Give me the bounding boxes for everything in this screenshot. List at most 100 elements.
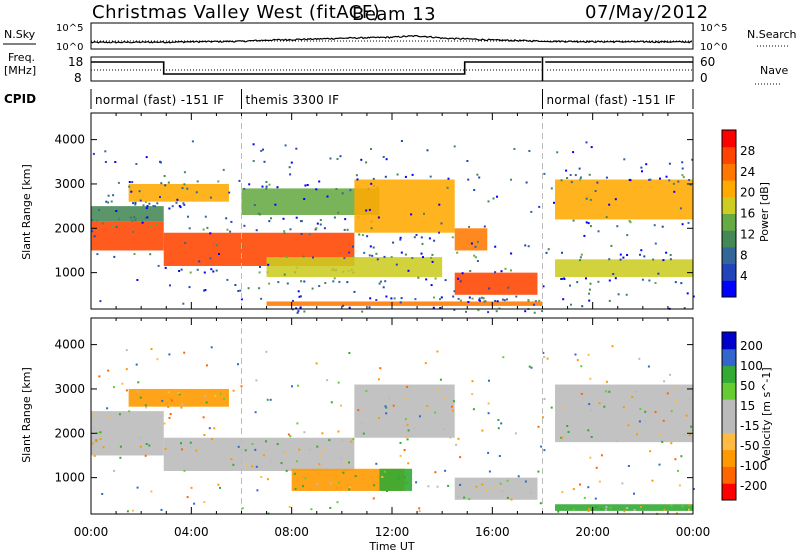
power-scatter-point xyxy=(444,279,447,282)
power-speckle xyxy=(111,225,114,228)
power-speckle xyxy=(501,298,504,301)
velocity-speckle xyxy=(633,508,636,511)
power-speckle xyxy=(429,175,432,178)
velocity-scatter-point xyxy=(208,427,211,430)
x-tick-label: 12:00 xyxy=(375,525,410,539)
velocity-scatter-point xyxy=(125,389,128,392)
power-scatter-point xyxy=(163,175,166,177)
power-colorbar-segment xyxy=(722,213,736,231)
power-scatter-point xyxy=(562,298,565,301)
velocity-scatter-point xyxy=(217,483,220,486)
power-scatter-point xyxy=(506,298,508,301)
power-speckle xyxy=(608,258,611,261)
power-scatter-point xyxy=(107,201,110,204)
power-speckle xyxy=(428,237,431,240)
velocity-speckle xyxy=(481,483,484,486)
velocity-scatter-point xyxy=(362,432,365,435)
velocity-scatter-point xyxy=(528,365,531,368)
power-scatter-point xyxy=(395,263,398,266)
power-scatter-point xyxy=(588,292,590,295)
power-ytick-label: 1000 xyxy=(54,266,85,280)
velocity-scatter-point xyxy=(572,488,575,491)
power-speckle xyxy=(662,259,665,262)
power-colorbar-tick: 16 xyxy=(740,207,755,221)
velocity-speckle xyxy=(350,440,353,443)
power-speckle xyxy=(303,310,306,313)
power-colorbar-tick: 20 xyxy=(740,186,755,200)
velocity-speckle xyxy=(468,498,471,501)
power-scatter-point xyxy=(653,224,656,227)
power-scatter-point xyxy=(476,260,479,262)
power-speckle xyxy=(209,232,212,235)
power-ytick-label: 2000 xyxy=(54,221,85,235)
velocity-speckle xyxy=(205,401,208,404)
velocity-colorbar-label: Velocity [m s^-1] xyxy=(760,367,773,462)
velocity-speckle xyxy=(609,506,612,509)
velocity-scatter-point xyxy=(131,509,134,512)
power-scatter-point xyxy=(311,287,314,290)
power-scatter-point xyxy=(550,187,553,190)
velocity-scatter-point xyxy=(561,491,564,494)
velocity-speckle xyxy=(404,397,407,400)
velocity-speckle xyxy=(167,391,170,394)
power-speckle xyxy=(101,222,104,225)
velocity-speckle xyxy=(457,495,460,498)
velocity-scatter-point xyxy=(128,410,131,413)
velocity-speckle xyxy=(335,486,338,489)
power-speckle xyxy=(297,310,300,313)
power-scatter-point xyxy=(260,297,263,300)
power-scatter-point xyxy=(453,290,456,293)
velocity-colorbar-tick: 200 xyxy=(740,339,763,353)
power-speckle xyxy=(312,256,314,259)
power-scatter-point xyxy=(262,148,264,151)
velocity-scatter-point xyxy=(329,506,332,509)
velocity-scatter-point xyxy=(135,363,138,366)
power-scatter-point xyxy=(545,251,548,254)
power-speckle xyxy=(411,257,414,259)
power-speckle xyxy=(346,228,349,231)
velocity-scatter-point xyxy=(598,402,601,405)
power-speckle xyxy=(404,175,407,178)
velocity-speckle xyxy=(605,390,608,393)
velocity-scatter-point xyxy=(335,475,338,478)
power-speckle xyxy=(468,225,471,228)
velocity-speckle xyxy=(622,406,625,409)
velocity-ylabel: Slant Range [km] xyxy=(20,367,33,463)
power-scatter-point xyxy=(308,233,311,236)
velocity-ytick-label: 3000 xyxy=(54,382,85,396)
velocity-scatter-point xyxy=(98,375,101,378)
velocity-colorbar-segment xyxy=(722,348,736,367)
power-scatter-point xyxy=(135,163,138,165)
power-scatter-point xyxy=(234,284,237,286)
velocity-scatter-point xyxy=(439,378,442,381)
velocity-speckle xyxy=(219,392,222,395)
power-speckle xyxy=(335,188,338,190)
velocity-ytick-label: 1000 xyxy=(54,471,85,485)
power-scatter-point xyxy=(132,230,135,233)
power-speckle xyxy=(496,300,499,303)
power-scatter-point xyxy=(352,245,354,248)
power-speckle xyxy=(152,205,155,207)
power-colorbar-tick: 12 xyxy=(740,227,755,241)
power-scatter-point xyxy=(569,174,572,176)
velocity-scatter-point xyxy=(502,356,505,359)
power-scatter-point xyxy=(407,269,410,272)
power-scatter-point xyxy=(585,277,587,280)
velocity-scatter-point xyxy=(269,398,272,401)
power-speckle xyxy=(668,179,671,182)
power-speckle xyxy=(669,258,672,261)
power-scatter-point xyxy=(316,222,319,225)
power-speckle xyxy=(628,219,631,222)
power-scatter-point xyxy=(453,145,456,148)
x-tick-label: 00:00 xyxy=(74,525,109,539)
velocity-scatter-point xyxy=(340,404,342,407)
power-speckle xyxy=(268,282,271,285)
power-scatter-point xyxy=(483,300,486,303)
power-speckle xyxy=(643,255,646,258)
velocity-scatter-point xyxy=(576,359,579,362)
velocity-scatter-point xyxy=(156,358,159,361)
power-scatter-point xyxy=(349,189,352,192)
velocity-scatter-point xyxy=(168,353,171,356)
velocity-scatter-point xyxy=(649,450,652,453)
velocity-speckle xyxy=(572,508,575,511)
